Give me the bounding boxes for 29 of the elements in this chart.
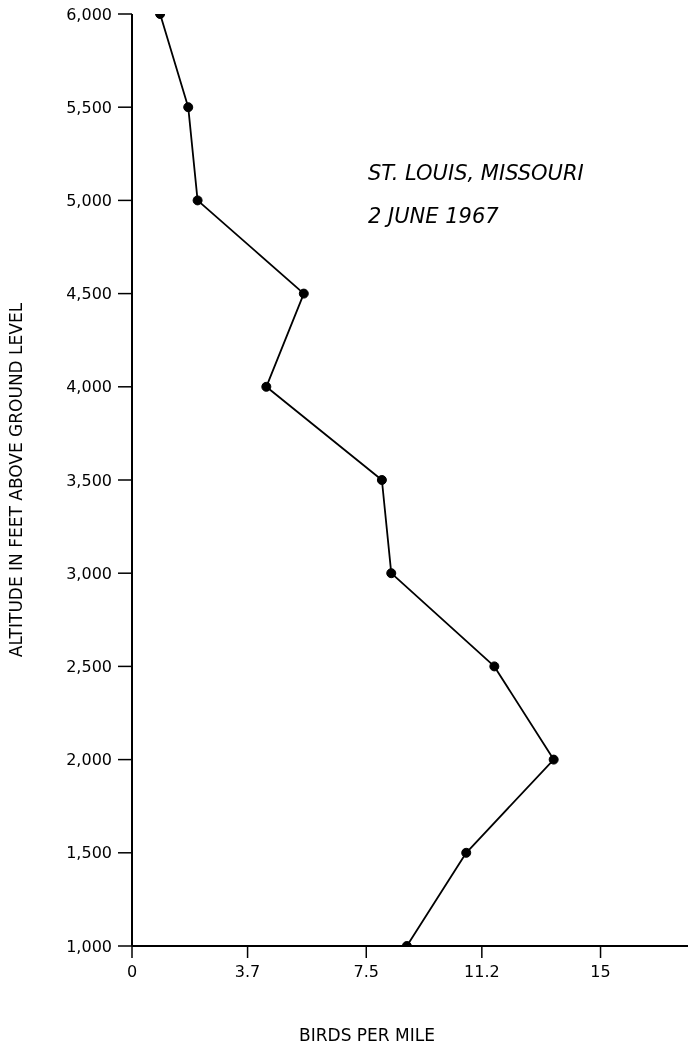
point	[548, 754, 559, 765]
y-tick-label: 5,500	[66, 97, 112, 117]
point	[461, 847, 472, 858]
point	[298, 288, 309, 299]
y-axis-title: ALTITUDE IN FEET ABOVE GROUND LEVEL	[6, 302, 26, 658]
x-tick-label: 11.2	[464, 962, 500, 982]
y-tick-label: 3,000	[66, 563, 112, 583]
y-tick-label: 1,000	[66, 936, 112, 956]
x-axis-title: BIRDS PER MILE	[299, 1025, 435, 1045]
point	[376, 475, 387, 485]
x-tick-label: 15	[590, 962, 611, 982]
x-tick-label: 7.5	[353, 962, 379, 982]
x-tick-label: 3.7	[234, 962, 261, 982]
y-tick-label: 2,000	[66, 750, 112, 770]
y-tick-label: 2,500	[66, 657, 112, 677]
annotation: ST. LOUIS, MISSOURI	[368, 161, 584, 185]
y-tick-label: 6,000	[66, 4, 112, 24]
y-tick-label: 5,000	[66, 191, 112, 211]
x-tick-label: 0	[126, 962, 138, 982]
point	[192, 195, 203, 206]
y-tick-label: 4,000	[66, 377, 112, 397]
point	[261, 381, 272, 392]
y-tick-label: 3,500	[66, 470, 112, 490]
annotation: 2 JUNE 1967	[368, 204, 500, 228]
point	[183, 102, 194, 113]
y-tick-label: 1,500	[66, 843, 112, 863]
y-tick-label: 4,500	[66, 284, 112, 304]
point	[386, 568, 397, 579]
point	[489, 661, 500, 672]
